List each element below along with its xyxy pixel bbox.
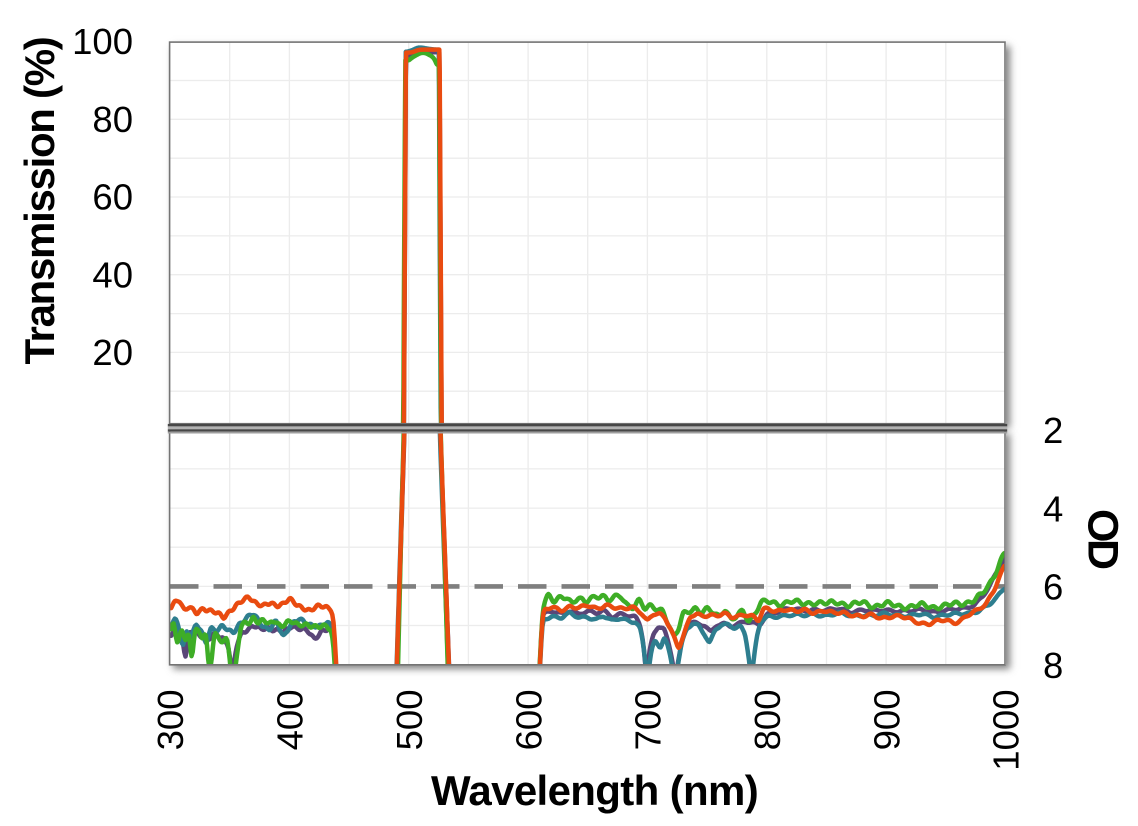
- svg-text:400: 400: [270, 690, 311, 751]
- svg-text:Transmission (%): Transmission (%): [16, 38, 63, 365]
- svg-text:Wavelength (nm): Wavelength (nm): [431, 767, 758, 814]
- svg-text:600: 600: [508, 690, 549, 751]
- svg-text:2: 2: [1043, 410, 1063, 451]
- svg-text:4: 4: [1043, 488, 1063, 529]
- svg-text:20: 20: [92, 332, 133, 373]
- svg-text:8: 8: [1043, 645, 1063, 686]
- svg-text:80: 80: [92, 99, 133, 140]
- svg-text:60: 60: [92, 177, 133, 218]
- svg-text:40: 40: [92, 254, 133, 295]
- svg-text:700: 700: [628, 690, 669, 751]
- svg-text:900: 900: [866, 690, 907, 751]
- svg-text:6: 6: [1043, 567, 1063, 608]
- svg-text:500: 500: [389, 690, 430, 751]
- svg-text:1000: 1000: [986, 690, 1027, 771]
- svg-text:100: 100: [72, 21, 133, 62]
- svg-text:800: 800: [747, 690, 788, 751]
- svg-text:OD: OD: [1079, 509, 1127, 569]
- svg-text:300: 300: [150, 690, 191, 751]
